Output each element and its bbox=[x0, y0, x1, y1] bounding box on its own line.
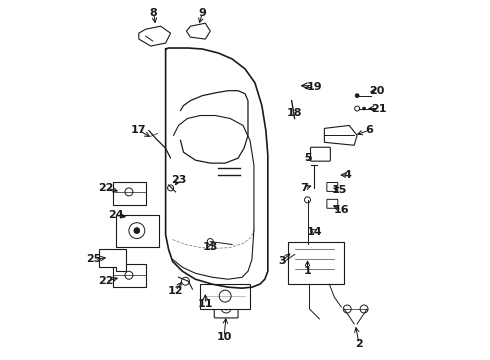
Text: 21: 21 bbox=[371, 104, 387, 113]
Text: 6: 6 bbox=[365, 125, 373, 135]
Text: 20: 20 bbox=[369, 86, 385, 96]
Circle shape bbox=[355, 94, 359, 98]
Text: 25: 25 bbox=[87, 255, 102, 264]
Circle shape bbox=[355, 106, 360, 111]
FancyBboxPatch shape bbox=[311, 147, 330, 161]
Circle shape bbox=[181, 277, 190, 285]
FancyBboxPatch shape bbox=[327, 183, 338, 192]
Polygon shape bbox=[324, 125, 357, 145]
Text: 1: 1 bbox=[304, 266, 311, 276]
Text: 18: 18 bbox=[287, 108, 302, 117]
Text: 24: 24 bbox=[108, 210, 124, 220]
Circle shape bbox=[219, 290, 231, 302]
Text: 13: 13 bbox=[202, 243, 218, 252]
Text: 2: 2 bbox=[355, 339, 363, 349]
FancyBboxPatch shape bbox=[327, 199, 338, 208]
Circle shape bbox=[293, 247, 302, 256]
Circle shape bbox=[360, 305, 368, 313]
Text: 10: 10 bbox=[217, 332, 232, 342]
Polygon shape bbox=[113, 182, 146, 205]
FancyBboxPatch shape bbox=[214, 298, 238, 318]
Text: 15: 15 bbox=[332, 185, 347, 195]
Text: 14: 14 bbox=[307, 226, 322, 237]
Text: 11: 11 bbox=[197, 299, 213, 309]
Circle shape bbox=[168, 185, 173, 191]
Text: 16: 16 bbox=[333, 205, 349, 215]
Text: 5: 5 bbox=[304, 153, 311, 163]
Circle shape bbox=[343, 305, 351, 313]
Polygon shape bbox=[116, 215, 159, 247]
Text: 19: 19 bbox=[307, 82, 322, 92]
Text: 9: 9 bbox=[198, 8, 206, 18]
Circle shape bbox=[207, 239, 213, 244]
Text: 3: 3 bbox=[278, 256, 286, 266]
Circle shape bbox=[129, 223, 145, 239]
Circle shape bbox=[221, 303, 231, 313]
Circle shape bbox=[134, 228, 140, 234]
Polygon shape bbox=[200, 284, 250, 309]
Text: 12: 12 bbox=[168, 286, 183, 296]
Text: 22: 22 bbox=[98, 183, 114, 193]
Polygon shape bbox=[187, 23, 210, 39]
Text: 23: 23 bbox=[171, 175, 186, 185]
Polygon shape bbox=[113, 264, 146, 287]
Circle shape bbox=[224, 306, 228, 310]
Circle shape bbox=[363, 107, 366, 110]
Text: 8: 8 bbox=[150, 8, 158, 18]
Text: 7: 7 bbox=[301, 183, 308, 193]
Text: 17: 17 bbox=[131, 125, 147, 135]
Circle shape bbox=[305, 197, 311, 203]
Circle shape bbox=[125, 271, 133, 279]
Polygon shape bbox=[288, 242, 344, 284]
Circle shape bbox=[125, 188, 133, 196]
Polygon shape bbox=[139, 26, 171, 46]
Text: 22: 22 bbox=[98, 276, 114, 286]
Text: 4: 4 bbox=[343, 170, 351, 180]
Polygon shape bbox=[99, 249, 126, 271]
